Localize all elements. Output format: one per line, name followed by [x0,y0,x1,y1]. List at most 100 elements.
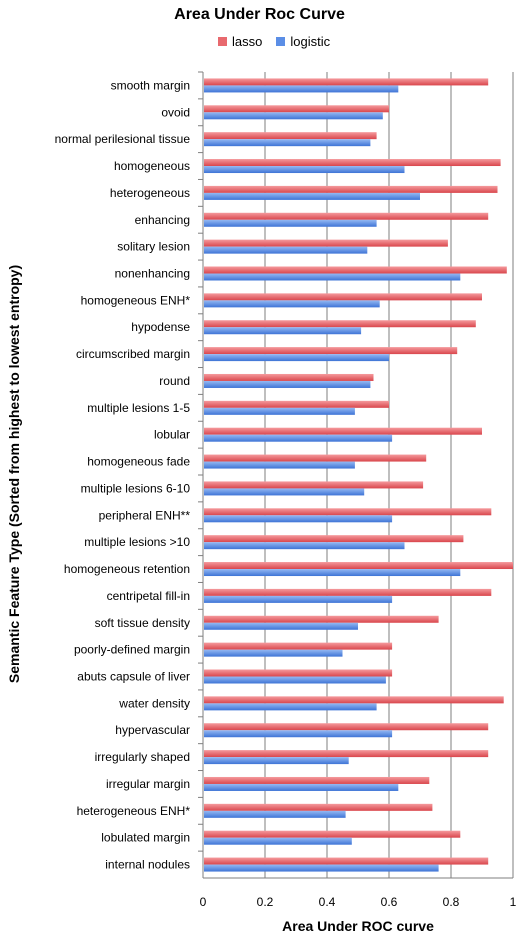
x-axis-title: Area Under ROC curve [282,918,434,934]
legend: lasso logistic [218,34,344,49]
bar-lasso [204,454,427,462]
bar-logistic [204,219,377,227]
y-category-label: solitary lesion [117,240,190,254]
x-tick-label: 0.8 [443,895,460,909]
y-category-label: normal perilesional tissue [55,132,191,146]
y-category-label: circumscribed margin [76,347,190,361]
bar-logistic [204,166,405,174]
bar-lasso [204,723,489,731]
legend-label-lasso: lasso [232,34,263,49]
bar-logistic [204,595,393,603]
y-category-label: internal nodules [105,858,190,872]
bar-logistic [204,246,368,254]
bar-lasso [204,588,492,596]
bar-lasso [204,320,476,328]
y-category-label: hypodense [131,320,190,334]
chart-title: Area Under Roc Curve [174,6,345,23]
bar-lasso [204,615,439,623]
bar-logistic [204,783,399,791]
y-category-label: irregularly shaped [95,750,190,764]
bar-lasso [204,803,433,811]
bar-logistic [204,354,389,362]
legend-item-lasso: lasso [218,34,262,49]
bar-lasso [204,642,393,650]
bar-logistic [204,757,349,765]
y-category-label: irregular margin [106,777,190,791]
y-category-label: enhancing [135,213,190,227]
bar-lasso [204,347,458,355]
bar-lasso [204,696,504,704]
bar-logistic [204,542,405,550]
bar-lasso [204,481,424,489]
bar-logistic [204,139,371,147]
bar-logistic [204,703,377,711]
y-category-label: heterogeneous ENH* [77,804,191,818]
bar-lasso [204,373,374,381]
bar-lasso [204,535,464,543]
legend-item-logistic: logistic [276,34,330,49]
bar-lasso [204,185,498,193]
y-category-label: nonenhancing [115,267,190,281]
bar-logistic [204,837,352,845]
bar-lasso [204,508,492,516]
legend-swatch-logistic [276,37,286,46]
y-category-label: ovoid [161,105,190,119]
bar-logistic [204,192,420,200]
bar-logistic [204,864,439,872]
bar-logistic [204,488,365,496]
bar-logistic [204,730,393,738]
y-category-label: peripheral ENH** [99,508,191,522]
y-category-label: soft tissue density [95,616,190,630]
x-tick-label: 0 [200,895,207,909]
y-category-label: multiple lesions 6-10 [81,481,191,495]
bar-logistic [204,515,393,523]
bar-lasso [204,239,448,247]
bar-logistic [204,569,461,577]
bar-lasso [204,562,513,570]
bar-lasso [204,776,430,784]
y-category-label: multiple lesions 1-5 [87,401,190,415]
bar-logistic [204,649,343,657]
x-tick-label: 0.4 [319,895,336,909]
bar-logistic [204,85,399,93]
bar-logistic [204,300,380,308]
bar-lasso [204,669,393,677]
y-axis-title: Semantic Feature Type (Sorted from highe… [6,264,22,684]
bar-lasso [204,400,389,408]
y-category-label: homogeneous fade [87,455,190,469]
bar-lasso [204,159,501,167]
x-tick-label: 1 [510,895,517,909]
bar-logistic [204,273,461,281]
y-category-label: poorly-defined margin [74,643,190,657]
y-category-label: hypervascular [115,723,190,737]
y-category-label: homogeneous [114,159,190,173]
y-category-label: abuts capsule of liver [77,670,190,684]
bar-lasso [204,266,507,274]
bar-lasso [204,293,482,301]
bar-lasso [204,212,489,220]
bar-lasso [204,427,482,435]
bar-lasso [204,750,489,758]
bar-lasso [204,132,377,140]
y-category-label: smooth margin [111,78,190,92]
bar-logistic [204,461,355,469]
y-category-label: water density [118,696,190,710]
bar-logistic [204,676,386,684]
legend-swatch-lasso [218,37,227,46]
bar-lasso [204,857,489,865]
y-category-label: heterogeneous [110,186,190,200]
y-category-label: centripetal fill-in [107,589,190,603]
bar-logistic [204,434,393,442]
y-category-label: round [159,374,190,388]
x-tick-label: 0.2 [257,895,274,909]
y-category-label: multiple lesions >10 [84,535,190,549]
y-category-label: homogeneous ENH* [81,293,191,307]
bar-logistic [204,327,362,335]
bar-lasso [204,78,489,86]
y-category-label: lobulated margin [101,831,190,845]
bar-logistic [204,380,371,388]
y-category-label: homogeneous retention [64,562,190,576]
y-category-label: lobular [154,428,190,442]
bar-lasso [204,830,461,838]
